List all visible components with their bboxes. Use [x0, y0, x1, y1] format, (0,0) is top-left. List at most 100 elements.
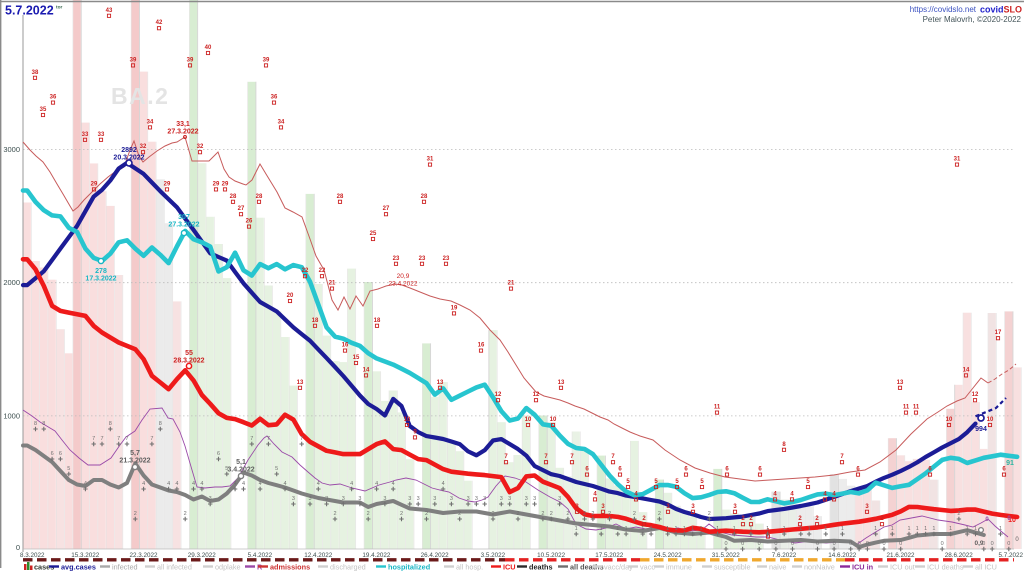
- svg-text:14.6.2022: 14.6.2022: [828, 552, 857, 559]
- svg-text:3: 3: [533, 496, 536, 502]
- svg-text:21.3.2022: 21.3.2022: [119, 458, 150, 465]
- svg-text:28: 28: [230, 194, 237, 200]
- svg-text:29: 29: [213, 181, 220, 187]
- svg-text:3: 3: [508, 496, 511, 502]
- svg-text:4: 4: [167, 481, 170, 487]
- svg-text:278: 278: [95, 268, 107, 275]
- svg-text:32: 32: [140, 144, 147, 150]
- svg-text:4: 4: [317, 481, 320, 487]
- svg-text:3: 3: [467, 496, 470, 502]
- svg-text:2: 2: [658, 511, 661, 517]
- svg-text:3: 3: [525, 496, 528, 502]
- svg-text:2: 2: [957, 511, 960, 517]
- svg-text:hospitalized: hospitalized: [388, 563, 430, 572]
- svg-text:3: 3: [417, 496, 420, 502]
- svg-text:10: 10: [525, 417, 532, 423]
- svg-text:36: 36: [50, 95, 57, 101]
- svg-text:29: 29: [222, 181, 229, 187]
- svg-text:1: 1: [949, 526, 952, 532]
- svg-text:22: 22: [302, 268, 309, 274]
- svg-text:13: 13: [897, 380, 904, 386]
- svg-text:11: 11: [913, 405, 920, 411]
- svg-text:3: 3: [500, 496, 503, 502]
- svg-text:3: 3: [691, 504, 695, 510]
- svg-text:5.7.2022: 5.7.2022: [5, 4, 54, 18]
- svg-text:all ICU: all ICU: [975, 563, 997, 572]
- svg-text:3: 3: [292, 496, 295, 502]
- svg-text:7: 7: [92, 436, 95, 442]
- svg-text:4: 4: [259, 481, 262, 487]
- svg-text:38: 38: [32, 70, 39, 76]
- svg-text:7: 7: [544, 454, 548, 460]
- svg-text:2: 2: [642, 516, 646, 522]
- svg-text:0: 0: [833, 541, 836, 547]
- svg-text:1: 1: [699, 526, 702, 532]
- svg-text:1: 1: [575, 526, 578, 532]
- svg-text:2: 2: [333, 511, 336, 517]
- svg-text:994: 994: [975, 426, 987, 433]
- svg-text:1: 1: [666, 526, 669, 532]
- svg-text:40: 40: [205, 45, 212, 51]
- svg-text:4: 4: [242, 481, 245, 487]
- svg-text:1: 1: [674, 526, 677, 532]
- svg-text:1: 1: [691, 526, 694, 532]
- svg-text:4: 4: [192, 481, 195, 487]
- svg-text:2: 2: [608, 511, 611, 517]
- svg-text:2: 2: [425, 511, 428, 517]
- svg-text:0,9: 0,9: [974, 540, 983, 547]
- svg-text:25: 25: [370, 231, 377, 237]
- svg-text:23: 23: [393, 256, 400, 262]
- svg-text:27.3.2022: 27.3.2022: [168, 222, 199, 229]
- svg-text:cases: cases: [34, 563, 54, 572]
- svg-text:7: 7: [570, 454, 574, 460]
- svg-text:5: 5: [67, 466, 70, 472]
- svg-text:3: 3: [558, 496, 561, 502]
- svg-text:4: 4: [634, 491, 638, 497]
- svg-text:2: 2: [134, 511, 137, 517]
- svg-text:10.5.2022: 10.5.2022: [537, 552, 566, 559]
- svg-text:6: 6: [59, 451, 62, 457]
- svg-text:vacc: vacc: [640, 563, 655, 572]
- svg-text:33,1: 33,1: [176, 121, 190, 128]
- svg-text:https://covidslo.net: https://covidslo.net: [910, 5, 977, 14]
- svg-text:ICU in: ICU in: [852, 563, 873, 572]
- svg-text:7: 7: [150, 436, 153, 442]
- svg-text:31.5.2022: 31.5.2022: [712, 552, 741, 559]
- svg-text:17.5.2022: 17.5.2022: [595, 552, 624, 559]
- svg-text:3.5.2022: 3.5.2022: [481, 552, 506, 559]
- svg-text:6: 6: [684, 467, 688, 473]
- svg-text:1: 1: [600, 526, 603, 532]
- svg-text:1: 1: [907, 526, 910, 532]
- svg-text:18: 18: [374, 318, 381, 324]
- svg-text:9: 9: [413, 429, 417, 435]
- svg-text:0: 0: [866, 541, 869, 547]
- svg-text:5: 5: [675, 479, 679, 485]
- svg-text:7: 7: [125, 436, 128, 442]
- svg-text:infected: infected: [112, 563, 138, 572]
- svg-text:19.4.2022: 19.4.2022: [362, 552, 391, 559]
- svg-text:5: 5: [225, 466, 228, 472]
- svg-text:22: 22: [319, 268, 326, 274]
- svg-text:7: 7: [267, 436, 270, 442]
- svg-text:18: 18: [312, 318, 319, 324]
- svg-text:2892: 2892: [121, 147, 137, 154]
- svg-text:2: 2: [184, 511, 187, 517]
- svg-text:4: 4: [832, 491, 836, 497]
- svg-text:3: 3: [865, 504, 869, 510]
- svg-text:4: 4: [84, 481, 87, 487]
- svg-text:1: 1: [824, 526, 827, 532]
- svg-text:42: 42: [156, 20, 163, 26]
- svg-text:0: 0: [816, 541, 819, 547]
- svg-text:8: 8: [42, 421, 45, 427]
- svg-text:11: 11: [714, 405, 721, 411]
- svg-text:5.7.2022: 5.7.2022: [998, 552, 1023, 559]
- svg-text:1: 1: [974, 526, 977, 532]
- svg-text:8: 8: [159, 421, 162, 427]
- svg-text:21: 21: [508, 281, 515, 287]
- svg-text:2: 2: [583, 511, 586, 517]
- svg-text:26: 26: [246, 219, 253, 225]
- svg-text:3: 3: [733, 504, 737, 510]
- svg-text:3: 3: [325, 496, 328, 502]
- svg-text:28.3.2022: 28.3.2022: [173, 358, 204, 365]
- svg-text:2: 2: [880, 516, 884, 522]
